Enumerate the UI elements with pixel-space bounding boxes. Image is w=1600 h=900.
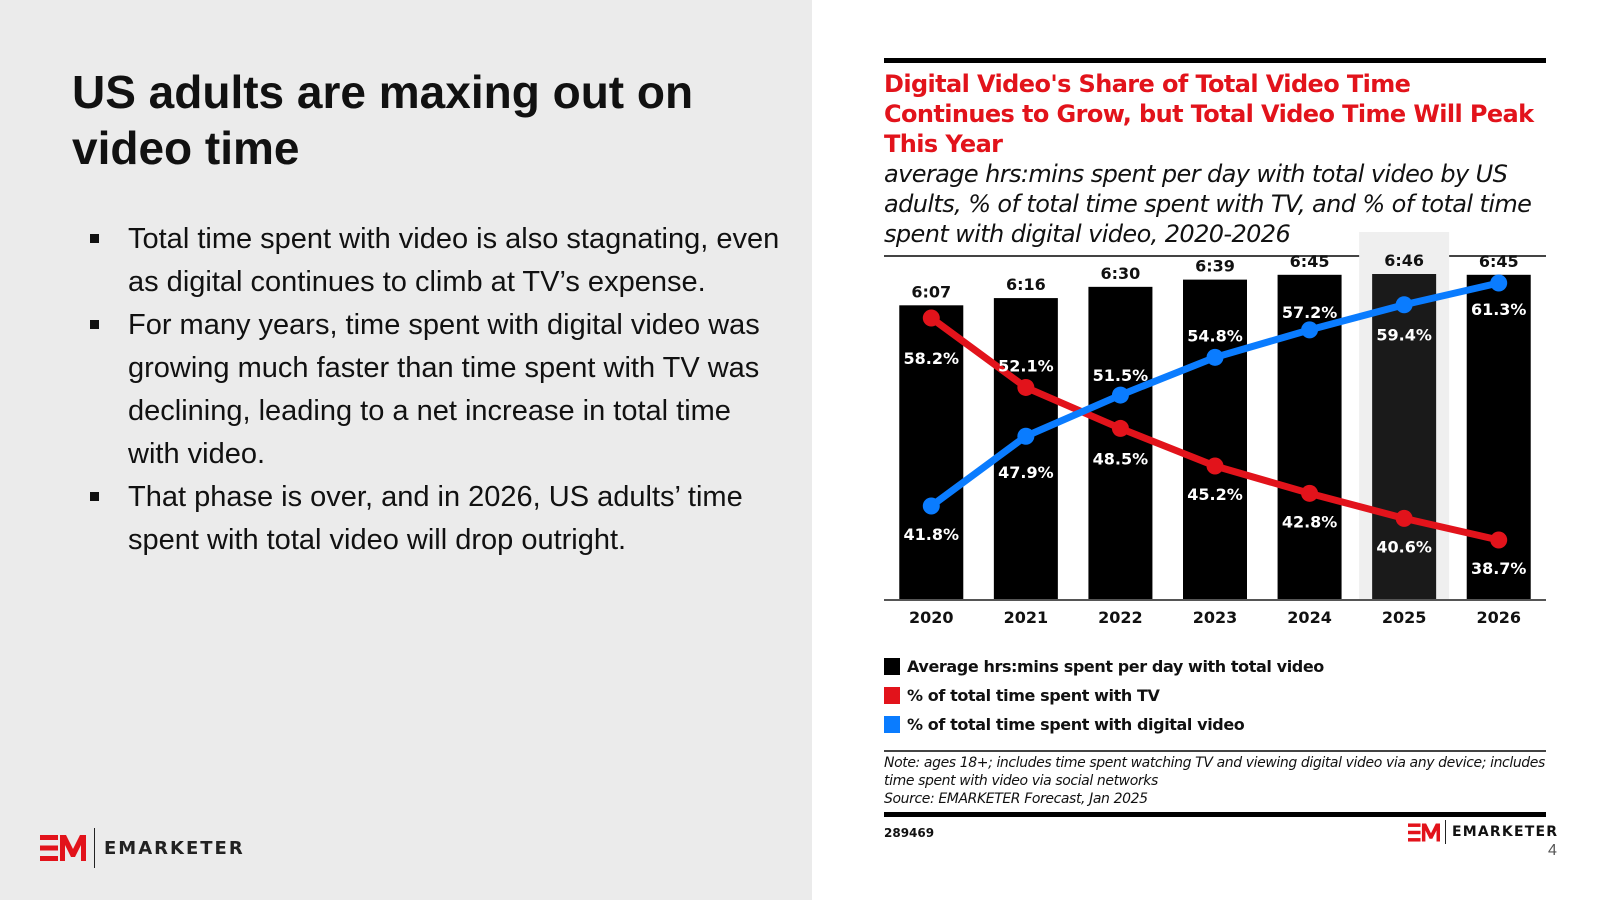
point-tv: [1111, 419, 1129, 437]
x-tick-label: 2022: [1098, 608, 1143, 627]
bar-value-label: 6:39: [1195, 257, 1235, 276]
legend-label: % of total time spent with digital video: [907, 715, 1245, 734]
data-label-tv: 52.1%: [998, 356, 1054, 375]
point-tv: [1017, 378, 1035, 396]
point-digital-video: [1395, 296, 1413, 314]
data-label-digital-video: 61.3%: [1471, 300, 1527, 319]
bullet-item: That phase is over, and in 2026, US adul…: [90, 476, 790, 562]
bar-value-label: 6:45: [1290, 252, 1330, 271]
bar-total-video: [1372, 274, 1437, 600]
chart-id: 289469: [884, 826, 935, 840]
data-label-tv: 42.8%: [1282, 512, 1338, 531]
square-bullet-icon: [90, 492, 99, 501]
x-tick-label: 2024: [1287, 608, 1332, 627]
legend-swatch-red: [884, 687, 900, 704]
logo-divider: [1445, 820, 1446, 844]
brand-name: EMARKETER: [1452, 824, 1559, 840]
bar-value-label: 6:30: [1101, 264, 1141, 283]
bar-total-video: [899, 305, 964, 600]
data-label-digital-video: 47.9%: [998, 463, 1054, 482]
subtitle-rule: [884, 255, 1546, 257]
legend-label: % of total time spent with TV: [907, 686, 1160, 705]
brand-name: EMARKETER: [104, 837, 245, 859]
bullet-item: Total time spent with video is also stag…: [90, 218, 790, 304]
bar-value-label: 6:46: [1384, 251, 1424, 270]
data-label-tv: 40.6%: [1376, 537, 1432, 556]
page-number: 4: [1548, 842, 1557, 859]
brand-logo: EMARKETER: [40, 828, 245, 868]
point-digital-video: [922, 497, 940, 515]
slide-title: US adults are maxing out on video time: [72, 66, 694, 174]
point-digital-video: [1111, 386, 1129, 404]
point-digital-video: [1490, 274, 1508, 292]
point-digital-video: [1301, 321, 1319, 339]
note-rule: [884, 750, 1546, 752]
bullet-text: That phase is over, and in 2026, US adul…: [128, 481, 743, 556]
x-tick-label: 2023: [1193, 608, 1238, 627]
chart-title: Digital Video's Share of Total Video Tim…: [884, 70, 1534, 158]
bar-value-label: 6:07: [911, 282, 951, 301]
point-digital-video: [1017, 427, 1035, 445]
square-bullet-icon: [90, 320, 99, 329]
em-logo-icon: [1408, 822, 1440, 842]
point-tv: [1301, 484, 1319, 502]
data-label-digital-video: 57.2%: [1282, 303, 1338, 322]
chart-legend: Average hrs:mins spent per day with tota…: [884, 652, 1324, 739]
x-tick-label: 2026: [1476, 608, 1521, 627]
bullet-text: For many years, time spent with digital …: [128, 309, 760, 470]
legend-swatch-blue: [884, 716, 900, 733]
point-tv: [922, 309, 940, 327]
text-panel: [0, 0, 812, 900]
chart-header: Digital Video's Share of Total Video Tim…: [884, 58, 1546, 257]
source-text: Source: EMARKETER Forecast, Jan 2025: [884, 791, 1148, 807]
bar-value-label: 6:45: [1479, 252, 1519, 271]
legend-swatch-black: [884, 658, 900, 675]
data-label-digital-video: 54.8%: [1187, 326, 1243, 345]
note-text: Note: ages 18+; includes time spent watc…: [884, 755, 1545, 789]
chart-subtitle: average hrs:mins spent per day with tota…: [884, 160, 1532, 248]
top-rule: [884, 58, 1546, 63]
data-label-tv: 38.7%: [1471, 559, 1527, 578]
logo-divider: [94, 828, 95, 868]
data-label-digital-video: 59.4%: [1376, 326, 1432, 345]
bar-total-video: [1466, 274, 1531, 600]
bullet-item: For many years, time spent with digital …: [90, 304, 790, 476]
bottom-rule: [884, 812, 1546, 817]
x-tick-label: 2020: [909, 608, 954, 627]
x-tick-label: 2025: [1382, 608, 1427, 627]
chart-brand-logo: EMARKETER: [1408, 820, 1558, 844]
data-label-digital-video: 41.8%: [904, 525, 960, 544]
legend-item-total-video: Average hrs:mins spent per day with tota…: [884, 652, 1324, 681]
legend-item-digital-video: % of total time spent with digital video: [884, 710, 1324, 739]
point-tv: [1490, 531, 1508, 549]
data-label-tv: 45.2%: [1187, 485, 1243, 504]
bar-total-video: [1183, 279, 1247, 600]
point-tv: [1206, 457, 1224, 475]
combo-chart: 6:07 2020 6:16 2021 6:30 2022 6:39 2023 6:45 2024…: [884, 232, 1546, 627]
data-label-tv: 58.2%: [904, 349, 960, 368]
em-logo-icon: [40, 835, 86, 861]
chart-note: Note: ages 18+; includes time spent watc…: [884, 754, 1546, 808]
data-label-tv: 48.5%: [1093, 449, 1149, 468]
point-digital-video: [1206, 348, 1224, 366]
bullet-list: Total time spent with video is also stag…: [90, 218, 790, 562]
legend-label: Average hrs:mins spent per day with tota…: [907, 657, 1324, 676]
x-tick-label: 2021: [1004, 608, 1049, 627]
bar-total-video: [1088, 286, 1153, 600]
square-bullet-icon: [90, 234, 99, 243]
data-label-digital-video: 51.5%: [1093, 366, 1149, 385]
bullet-text: Total time spent with video is also stag…: [128, 223, 780, 298]
bar-value-label: 6:16: [1006, 275, 1046, 294]
legend-item-tv: % of total time spent with TV: [884, 681, 1324, 710]
point-tv: [1395, 509, 1413, 527]
